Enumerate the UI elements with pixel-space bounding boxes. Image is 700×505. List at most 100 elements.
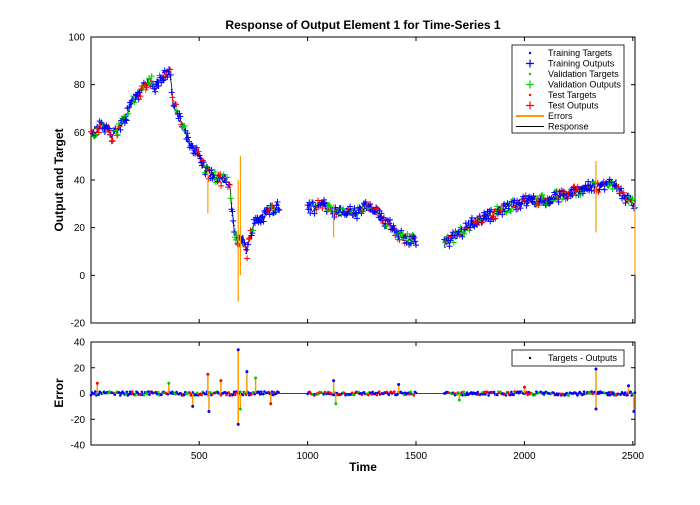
output-point — [213, 175, 220, 182]
error-point — [166, 392, 170, 396]
response-y-tick-label: 0 — [79, 271, 85, 282]
target-point — [264, 213, 267, 215]
error-point — [156, 390, 160, 394]
output-point — [95, 129, 102, 136]
target-point — [405, 237, 408, 240]
target-point — [407, 240, 410, 243]
target-point — [205, 172, 208, 174]
response-y-tick-label: 80 — [74, 80, 86, 91]
error-point — [245, 370, 249, 374]
legend-entry: Validation Targets — [528, 69, 619, 79]
target-point — [591, 185, 594, 188]
error-point — [397, 382, 401, 386]
output-point — [250, 227, 257, 234]
output-point — [550, 197, 557, 204]
target-point — [357, 211, 360, 213]
error-point — [512, 393, 515, 397]
target-point — [161, 75, 164, 78]
output-point — [212, 169, 219, 176]
output-point — [159, 77, 166, 84]
output-point — [354, 215, 361, 222]
output-point — [549, 198, 556, 205]
legend-swatch — [528, 356, 532, 360]
target-point — [620, 189, 623, 191]
output-point — [131, 99, 138, 106]
target-point — [180, 121, 183, 124]
error-point — [542, 393, 546, 396]
target-point — [409, 242, 412, 244]
error-point — [236, 348, 240, 352]
target-point — [469, 226, 472, 228]
output-point — [629, 195, 636, 202]
error-point — [612, 391, 615, 394]
output-point — [114, 132, 121, 139]
target-point — [500, 208, 503, 210]
error-point — [623, 391, 627, 394]
target-point — [494, 208, 497, 211]
target-point — [577, 185, 580, 188]
target-point — [357, 213, 359, 216]
error-point — [492, 390, 496, 394]
target-point — [245, 252, 248, 255]
target-point — [619, 192, 622, 195]
target-point — [235, 238, 238, 241]
error-point — [608, 393, 612, 397]
target-point — [191, 143, 194, 145]
error-point — [332, 393, 335, 397]
output-point — [337, 204, 344, 211]
target-point — [527, 202, 530, 205]
error-point — [263, 390, 266, 393]
error-point — [375, 393, 379, 397]
target-point — [195, 149, 198, 152]
target-point — [534, 195, 537, 198]
output-point — [227, 195, 234, 202]
error-point — [219, 393, 223, 397]
error-point — [155, 392, 159, 396]
legend-entry: Test Targets — [528, 90, 597, 100]
error-point — [94, 390, 97, 393]
error-point — [233, 393, 237, 397]
target-point — [176, 110, 179, 113]
target-point — [262, 218, 265, 221]
error-point — [522, 385, 526, 389]
output-point — [622, 200, 629, 207]
error-point — [167, 381, 171, 385]
output-point — [125, 110, 132, 117]
output-point — [164, 74, 171, 81]
error-point — [239, 390, 242, 394]
target-point — [325, 201, 328, 204]
output-point — [517, 205, 524, 212]
output-point — [155, 83, 162, 90]
error-point — [371, 390, 374, 394]
error-point — [118, 394, 122, 397]
output-point — [176, 110, 183, 117]
target-point — [267, 208, 270, 211]
error-point — [144, 390, 148, 394]
output-point — [461, 231, 468, 238]
error-point — [200, 393, 203, 397]
target-point — [111, 137, 114, 140]
error-point — [352, 393, 356, 397]
error-point — [271, 393, 275, 397]
error-point — [504, 394, 508, 397]
target-point — [277, 203, 280, 206]
error-point — [632, 410, 636, 414]
error-y-tick-label: 40 — [74, 338, 86, 349]
error-point — [128, 390, 132, 394]
output-point — [138, 86, 145, 93]
error-point — [171, 390, 174, 394]
legend-label: Validation Outputs — [548, 80, 621, 90]
error-point — [269, 402, 273, 406]
target-point — [232, 221, 235, 224]
target-point — [556, 194, 558, 197]
target-point — [116, 127, 118, 130]
output-point — [366, 203, 373, 210]
output-point — [488, 206, 495, 213]
error-point — [127, 392, 131, 396]
target-point — [246, 250, 249, 253]
error-point — [510, 390, 513, 394]
error-point — [97, 393, 100, 397]
error-point — [219, 379, 223, 383]
error-point — [402, 393, 406, 397]
